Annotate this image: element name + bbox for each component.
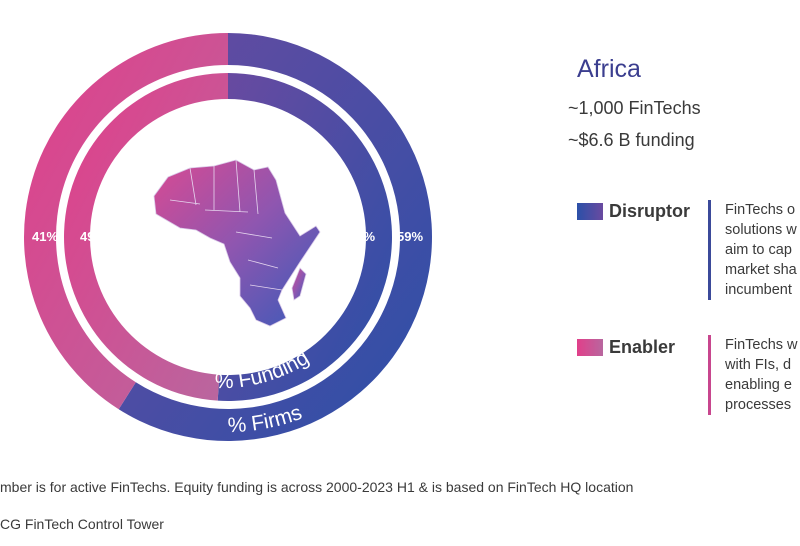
funding-slice-enabler [64, 73, 228, 401]
funding-slice-disruptor [217, 73, 393, 402]
desc-line: market sha [725, 262, 797, 278]
desc-line: enabling e [725, 377, 792, 393]
desc-line: FinTechs w [725, 337, 798, 353]
donut-chart: 59% 51% 49% 41% % Funding % Firms [24, 33, 433, 442]
africa-map-icon [153, 159, 321, 327]
legend-disruptor: Disruptor [577, 201, 690, 222]
desc-line: processes [725, 397, 792, 413]
footnote-methodology: mber is for active FinTechs. Equity fund… [0, 479, 634, 495]
desc-line: aim to cap [725, 242, 792, 258]
disruptor-description: FinTechs o solutions w aim to cap market… [708, 200, 800, 300]
legend-swatch-enabler [577, 339, 603, 356]
label-firms-enabler: 41% [32, 229, 58, 244]
firms-slice-enabler [24, 33, 228, 410]
desc-line: solutions w [725, 222, 797, 238]
desc-line: FinTechs o [725, 202, 796, 218]
label-funding-enabler: 49% [80, 229, 106, 244]
region-title: Africa [577, 55, 641, 83]
legend-enabler: Enabler [577, 337, 675, 358]
legend-label-enabler: Enabler [609, 337, 676, 357]
ring-label-funding: % Funding [215, 346, 313, 393]
firms-slice-disruptor [118, 33, 433, 442]
fintech-count: ~1,000 FinTechs [568, 98, 701, 118]
desc-line: with FIs, d [725, 357, 792, 373]
footnote-source: CG FinTech Control Tower [0, 516, 164, 532]
label-firms-disruptor: 59% [397, 229, 423, 244]
funding-total: ~$6.6 B funding [568, 130, 695, 150]
label-funding-disruptor: 51% [349, 229, 375, 244]
legend-label-disruptor: Disruptor [609, 201, 690, 221]
legend-swatch-disruptor [577, 203, 603, 220]
desc-line: incumbent [725, 282, 792, 298]
enabler-description: FinTechs w with FIs, d enabling e proces… [708, 335, 800, 415]
